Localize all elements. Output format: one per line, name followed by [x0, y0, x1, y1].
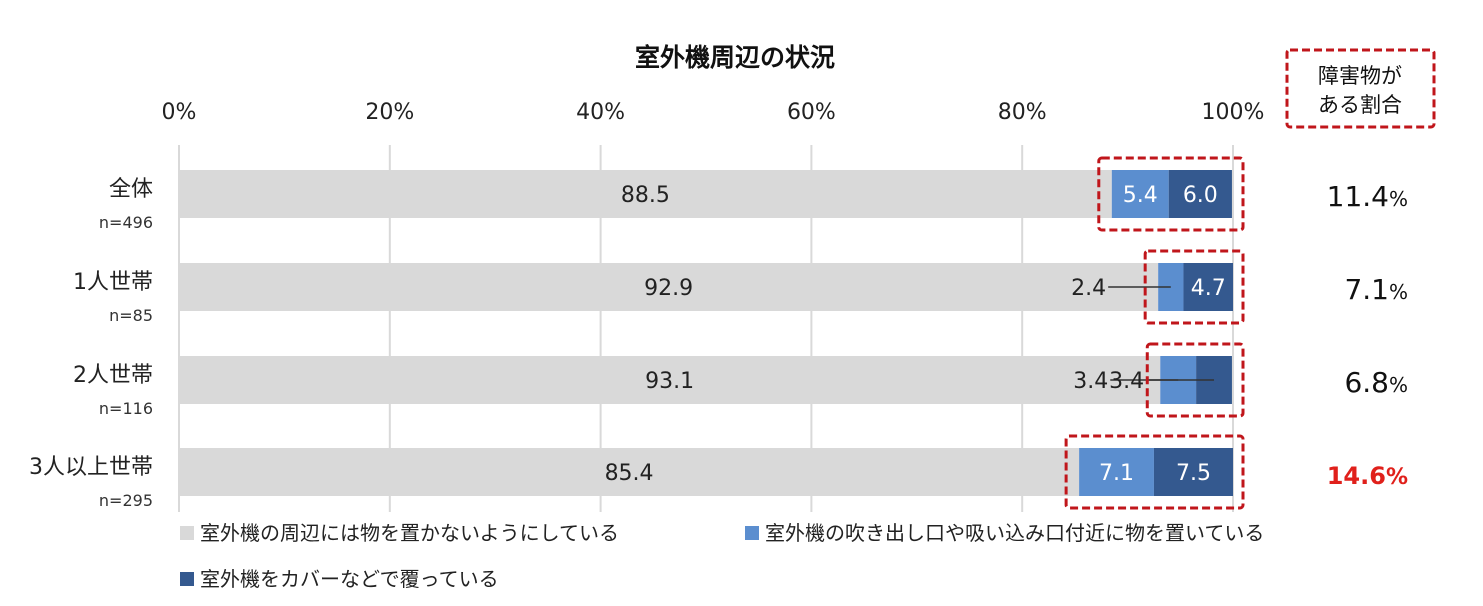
- side-value-number: 7.1: [1344, 273, 1389, 306]
- legend-label: 室外機の周辺には物を置かないようにしている: [200, 521, 619, 545]
- legend-swatch: [180, 526, 194, 540]
- data-label: 5.4: [1123, 183, 1158, 208]
- category-label: 3人以上世帯: [29, 455, 153, 480]
- bar-segment-s1-c3: [1079, 448, 1154, 496]
- category-n-label: n=116: [99, 399, 153, 418]
- data-label: 4.7: [1191, 276, 1226, 301]
- chart-title: 室外機周辺の状況: [635, 43, 835, 72]
- x-tick-label: 20%: [365, 100, 414, 125]
- x-tick-label: 100%: [1202, 100, 1265, 125]
- category-n-label: n=295: [99, 491, 153, 510]
- x-tick-label: 40%: [576, 100, 625, 125]
- legend-swatch: [745, 526, 759, 540]
- side-value-unit: %: [1389, 187, 1408, 211]
- category-n-label: n=85: [109, 306, 153, 325]
- highlight-box: [1097, 156, 1245, 232]
- x-tick-label: 60%: [787, 100, 836, 125]
- data-label: 85.4: [605, 461, 654, 486]
- x-tick-label: 0%: [162, 100, 197, 125]
- bar-segment-s0-c1: [179, 263, 1159, 311]
- category-label: 1人世帯: [73, 270, 153, 295]
- data-label: 88.5: [621, 183, 670, 208]
- bar-segment-s0-c0: [179, 170, 1112, 218]
- legend-label: 室外機の吹き出し口や吸い込み口付近に物を置いている: [765, 521, 1264, 545]
- data-label: 3.4: [1109, 369, 1144, 394]
- legend-swatch: [180, 572, 194, 586]
- bar-segment-s2-c3: [1153, 448, 1233, 496]
- side-value-number: 6.8: [1344, 366, 1389, 399]
- bar-segment-s1-c0: [1111, 170, 1169, 218]
- side-header-line: ある割合: [1318, 93, 1402, 117]
- data-label: 6.0: [1183, 183, 1218, 208]
- side-header-line: 障害物が: [1318, 64, 1402, 88]
- bar-segment-s0-c3: [179, 448, 1080, 496]
- bar-segment-s2-c1: [1183, 263, 1233, 311]
- data-label: 92.9: [644, 276, 693, 301]
- side-value: 6.8%: [1344, 366, 1408, 399]
- side-value-number: 14.6: [1327, 462, 1386, 490]
- side-value-unit: %: [1386, 465, 1408, 490]
- side-value: 7.1%: [1344, 273, 1408, 306]
- data-label: 93.1: [645, 369, 694, 394]
- side-value-unit: %: [1389, 280, 1408, 304]
- data-label: 2.4: [1071, 276, 1106, 301]
- data-label: 7.1: [1099, 461, 1134, 486]
- data-label: 7.5: [1176, 461, 1211, 486]
- side-value: 11.4%: [1327, 180, 1408, 213]
- bar-segment-s0-c2: [179, 356, 1161, 404]
- category-n-label: n=496: [99, 213, 153, 232]
- data-label: 3.4: [1073, 369, 1108, 394]
- side-value-unit: %: [1389, 373, 1408, 397]
- side-value-number: 11.4: [1327, 180, 1389, 213]
- side-value: 14.6%: [1327, 462, 1408, 490]
- side-header-box: [1285, 48, 1436, 129]
- highlight-box: [1064, 434, 1245, 510]
- legend-label: 室外機をカバーなどで覆っている: [200, 567, 499, 591]
- highlight-box: [1145, 342, 1245, 418]
- bar-segment-s2-c0: [1168, 170, 1232, 218]
- category-label: 2人世帯: [73, 363, 153, 388]
- x-tick-label: 80%: [998, 100, 1047, 125]
- category-label: 全体: [109, 177, 153, 202]
